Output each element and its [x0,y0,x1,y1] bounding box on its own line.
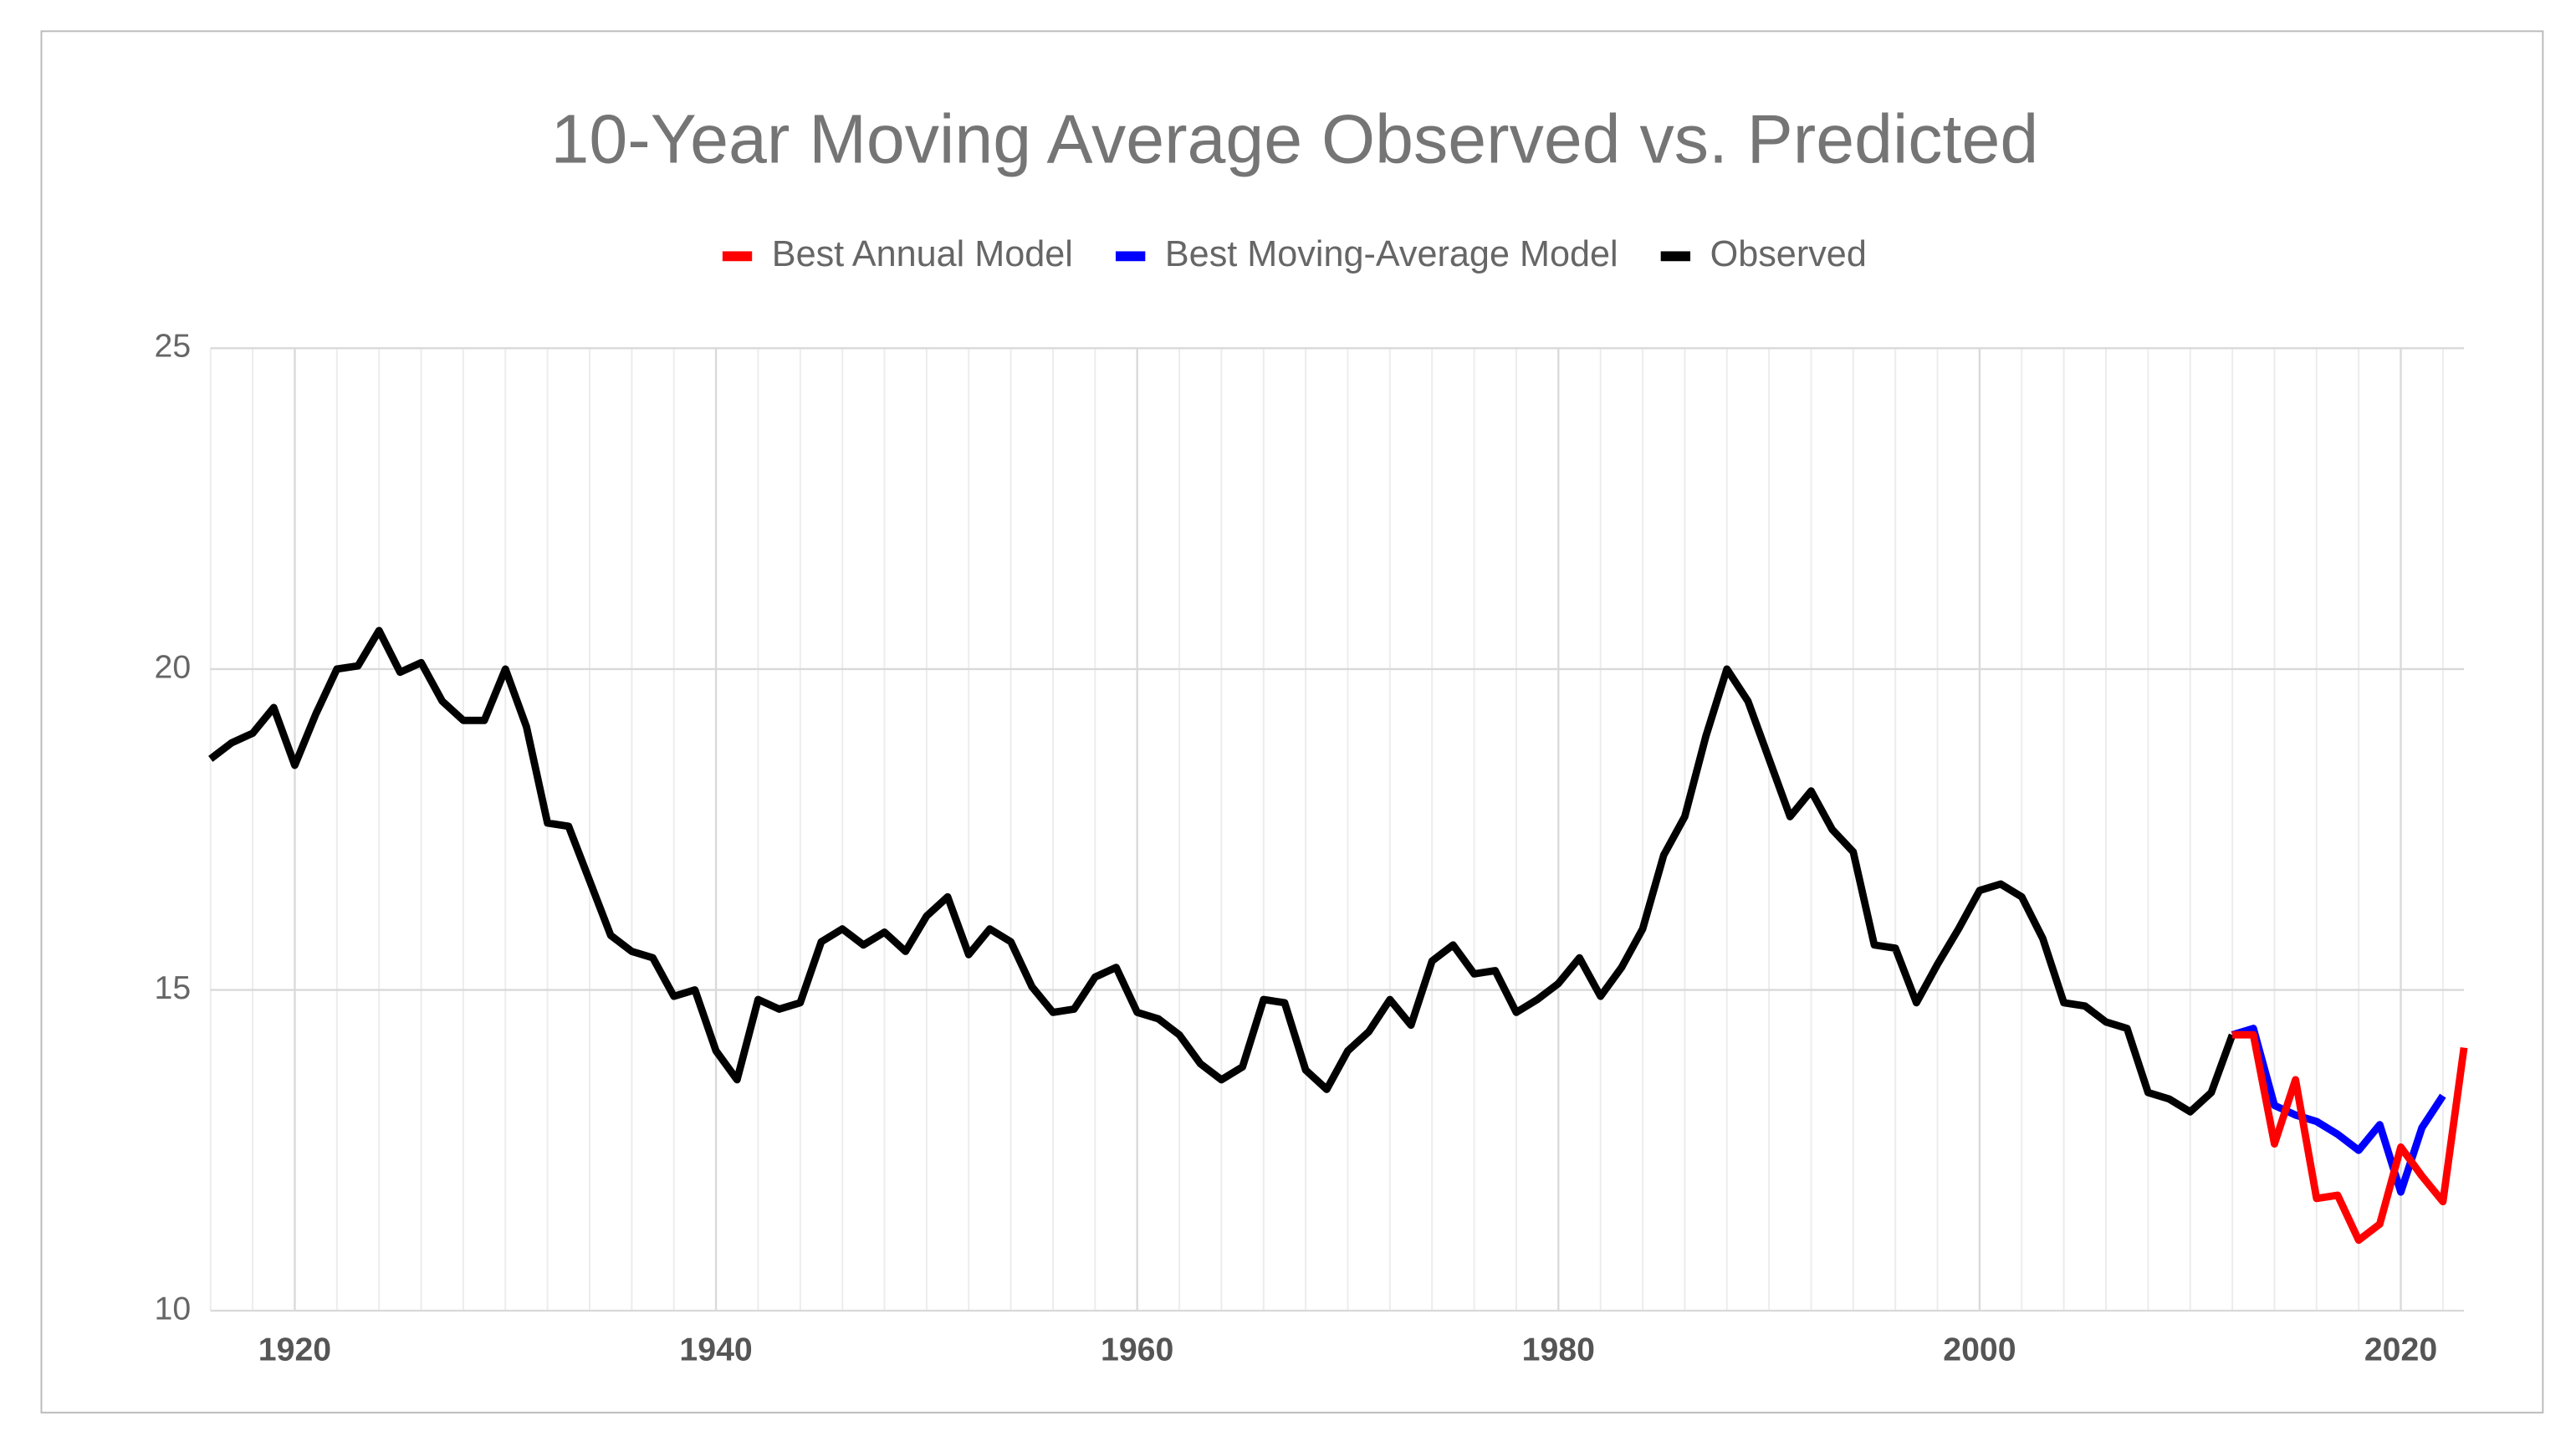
x-tick-label: 1960 [1101,1332,1173,1368]
chart-title: 10-Year Moving Average Observed vs. Pred… [551,101,2039,178]
legend-label: Best Moving-Average Model [1165,234,1618,274]
legend-swatch [722,251,753,262]
series-line [2231,1025,2446,1196]
chart-border [40,30,2544,1414]
x-tick-label: 1920 [258,1332,331,1368]
series-lines [208,626,2468,1245]
x-tick-label: 2020 [2364,1332,2437,1368]
legend: Best Annual Model Best Moving-Average Mod… [722,234,1867,274]
grid: 10 15 20 25 1920 1940 1960 1980 2000 2020 [154,328,2465,1368]
series-line [208,626,2236,1116]
legend-label: Best Annual Model [772,234,1073,274]
series-line [2232,1030,2468,1245]
legend-item: Best Annual Model [722,234,1073,274]
legend-swatch [1660,251,1691,262]
y-tick-label: 20 [154,648,191,685]
x-tick-label: 1940 [679,1332,752,1368]
legend-label: Observed [1710,234,1867,274]
x-tick-label: 1980 [1522,1332,1595,1368]
legend-item: Best Moving-Average Model [1115,234,1618,274]
y-tick-label: 15 [154,969,191,1006]
legend-swatch [1115,251,1146,262]
y-tick-label: 10 [154,1290,191,1327]
y-tick-label: 25 [154,328,191,365]
legend-item: Observed [1660,234,1867,274]
x-tick-label: 2000 [1943,1332,2016,1368]
